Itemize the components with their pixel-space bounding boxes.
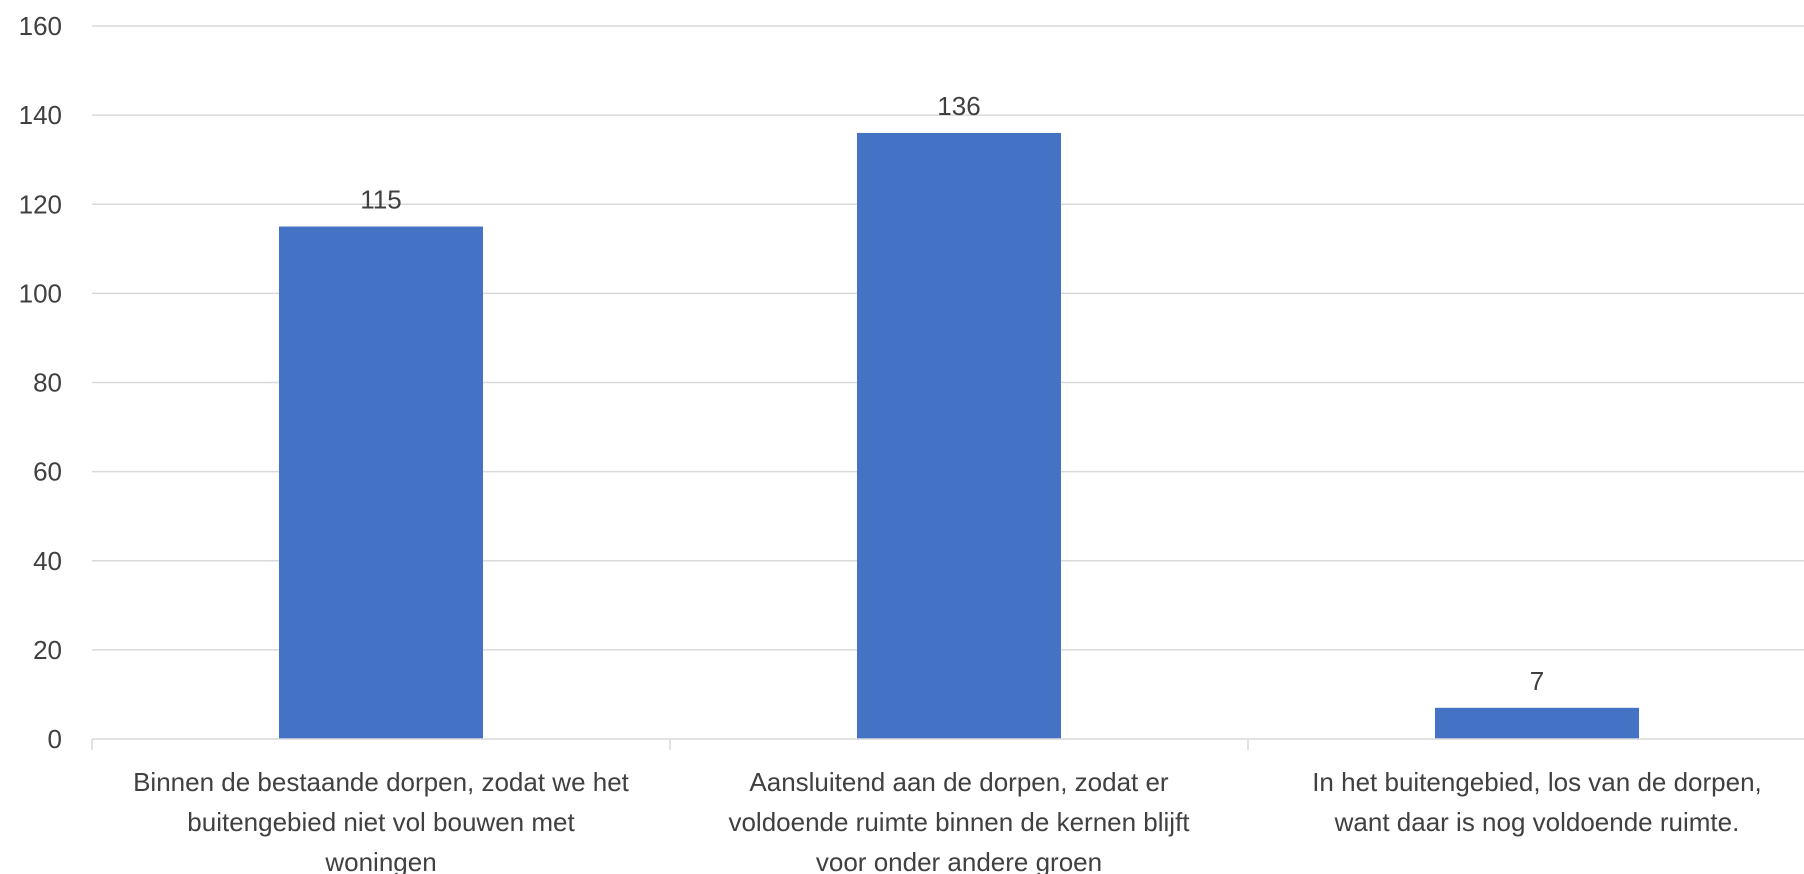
bars (279, 132, 1639, 739)
data-label: 7 (1530, 666, 1544, 696)
y-tick-label: 0 (48, 724, 62, 754)
category-label: want daar is nog voldoende ruimte. (1334, 807, 1740, 837)
category-label: In het buitengebied, los van de dorpen, (1312, 767, 1762, 797)
x-axis: Binnen de bestaande dorpen, zodat we het… (91, 738, 1804, 874)
y-tick-label: 120 (19, 189, 62, 219)
y-tick-label: 100 (19, 278, 62, 308)
category-label: Aansluitend aan de dorpen, zodat er (749, 767, 1169, 797)
bar (1435, 707, 1639, 739)
category-label: buitengebied niet vol bouwen met (187, 807, 575, 837)
y-tick-label: 140 (19, 100, 62, 130)
data-label: 136 (937, 91, 980, 121)
bar (279, 226, 483, 739)
category-label: Binnen de bestaande dorpen, zodat we het (133, 767, 630, 797)
data-label: 115 (360, 185, 401, 215)
y-tick-label: 160 (19, 11, 62, 41)
data-labels: 115 136 7 (360, 91, 1544, 696)
category-label: woningen (324, 847, 436, 874)
y-tick-label: 40 (33, 546, 62, 576)
y-tick-label: 20 (33, 635, 62, 665)
y-tick-label: 60 (33, 457, 62, 487)
y-axis: 0 20 40 60 80 100 120 140 160 (19, 11, 62, 754)
category-label: voldoende ruimte binnen de kernen blijft (728, 807, 1190, 837)
category-label: voor onder andere groen (816, 847, 1102, 874)
y-tick-label: 80 (33, 368, 62, 398)
bar (857, 132, 1061, 739)
